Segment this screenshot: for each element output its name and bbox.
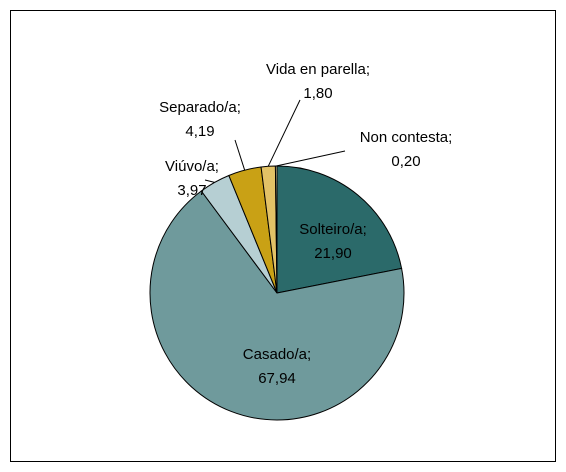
leader-line [234,139,246,171]
slice-value-label: 1,80 [303,85,332,102]
slice-label: Separado/a; [159,99,241,116]
slice-value-label: 0,20 [391,153,420,170]
leader-line [276,150,346,167]
slice-value-label: 21,90 [314,245,352,262]
pie-slice [276,165,403,294]
slice-label: Viúvo/a; [165,158,219,175]
slice-label: Vida en parella; [266,61,370,78]
slice-value-label: 67,94 [258,370,296,387]
pie-slice [149,190,405,421]
slice-value-label: 4,19 [185,123,214,140]
slice-label: Non contesta; [360,129,453,146]
leader-line [267,99,301,167]
slice-label: Solteiro/a; [299,221,367,238]
slice-label: Casado/a; [243,346,311,363]
leader-line [204,179,215,183]
slice-value-label: 3,97 [177,182,206,199]
